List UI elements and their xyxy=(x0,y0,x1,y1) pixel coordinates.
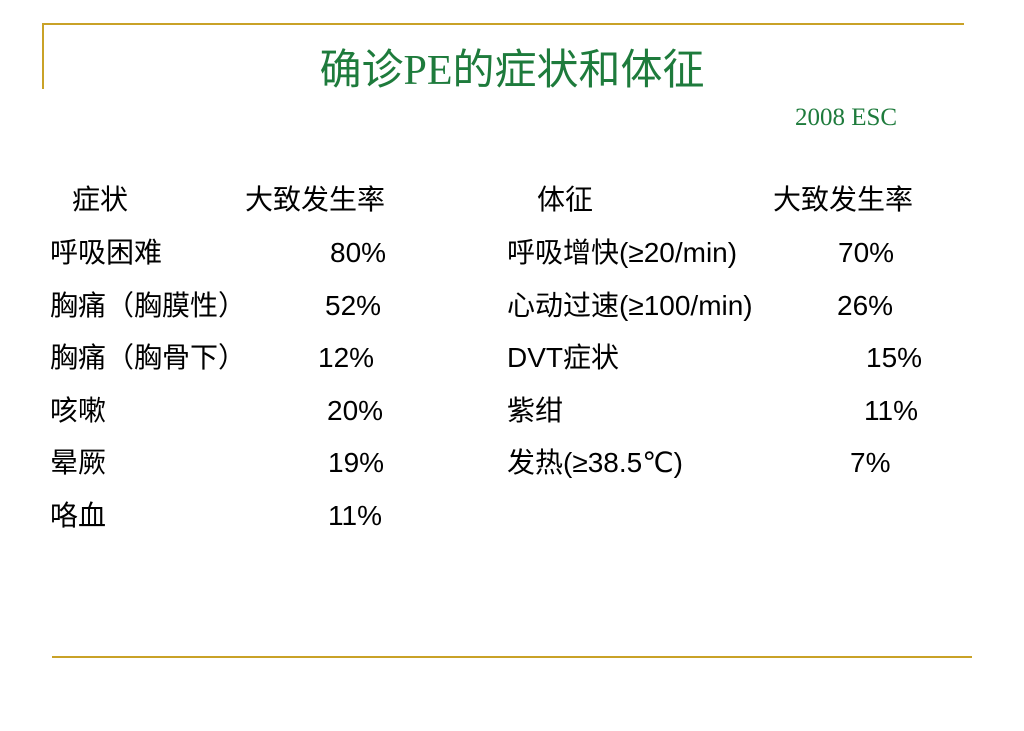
symptom: 咯血 xyxy=(50,500,107,531)
column-header: 大致发生率 xyxy=(245,184,386,215)
symptom: 咳嗽 xyxy=(50,394,107,426)
sign: DVT症状 xyxy=(507,342,620,374)
sign: 紫绀 xyxy=(507,394,564,426)
rate: 20% xyxy=(327,394,384,426)
column-header: 症状 xyxy=(72,184,129,215)
bottom-rule xyxy=(52,656,972,658)
title: 确诊PE的症状和体征 xyxy=(319,48,705,94)
column-header: 大致发生率 xyxy=(773,184,914,215)
sign: 发热(≥38.5℃) xyxy=(507,447,683,479)
symptom: 呼吸困难 xyxy=(50,237,163,268)
side-rule xyxy=(42,23,44,89)
rate: 19% xyxy=(328,447,385,479)
symptom: 晕厥 xyxy=(50,447,107,479)
sign: 心动过速(≥100/min) xyxy=(507,289,753,321)
rate: 26% xyxy=(837,289,894,321)
rate: 12% xyxy=(318,342,375,374)
top-rule xyxy=(42,23,964,25)
subtitle: 2008 ESC xyxy=(795,104,898,131)
column-header: 体征 xyxy=(537,184,594,215)
symptom: 胸痛（胸膜性） xyxy=(50,289,247,321)
rate: 7% xyxy=(850,447,891,479)
rate: 80% xyxy=(330,237,387,268)
rate: 70% xyxy=(838,237,895,268)
rate: 11% xyxy=(328,500,382,531)
rate: 11% xyxy=(864,394,918,426)
sign: 呼吸增快(≥20/min) xyxy=(507,237,738,268)
rate: 52% xyxy=(325,289,382,321)
rate: 15% xyxy=(866,342,923,374)
symptom: 胸痛（胸骨下） xyxy=(50,342,247,374)
